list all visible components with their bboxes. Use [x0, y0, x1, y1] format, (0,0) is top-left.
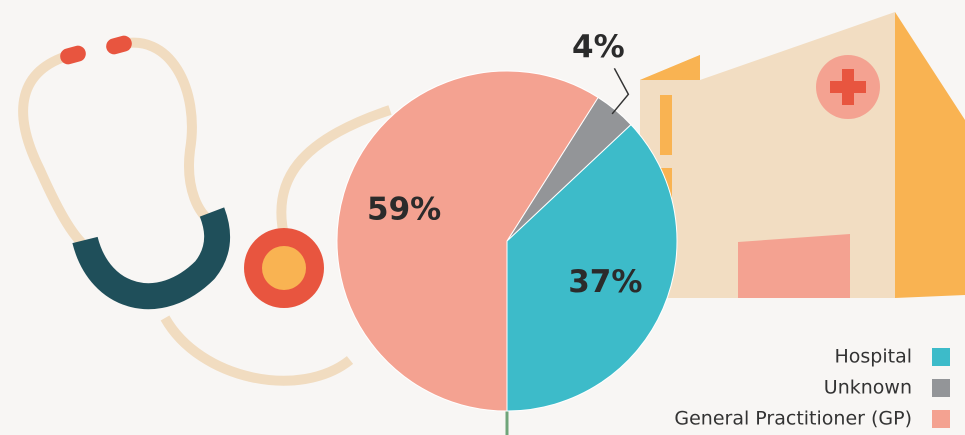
data-label: 4%	[572, 29, 625, 65]
legend-swatch	[932, 379, 950, 397]
legend-label: Hospital	[834, 346, 912, 368]
legend-label: General Practitioner (GP)	[674, 408, 912, 430]
legend-label: Unknown	[824, 377, 912, 399]
legend: Hospital Unknown General Practitioner (GP)	[674, 346, 950, 430]
pie: 37% 4% 59%	[337, 29, 677, 411]
data-label: 59%	[367, 192, 441, 228]
leader-line	[612, 68, 628, 114]
data-label: 37%	[568, 264, 642, 300]
chart: 37% 4% 59% Hospital Unknown General Practiti…	[0, 0, 965, 435]
legend-swatch	[932, 410, 950, 428]
legend-swatch	[932, 348, 950, 366]
